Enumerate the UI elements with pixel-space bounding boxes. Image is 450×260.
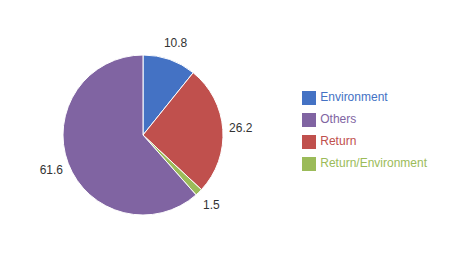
svg-text:61.6: 61.6	[40, 163, 64, 177]
svg-text:26.2: 26.2	[229, 121, 253, 135]
html-text:Return: Return	[320, 134, 357, 148]
html-text:Return/Environment: Return/Environment	[320, 156, 427, 170]
html-text:Environment: Environment	[320, 90, 388, 104]
html-text:Others: Others	[320, 112, 357, 126]
svg-text:10.8: 10.8	[164, 36, 188, 50]
svg-text:1.5: 1.5	[203, 198, 220, 212]
